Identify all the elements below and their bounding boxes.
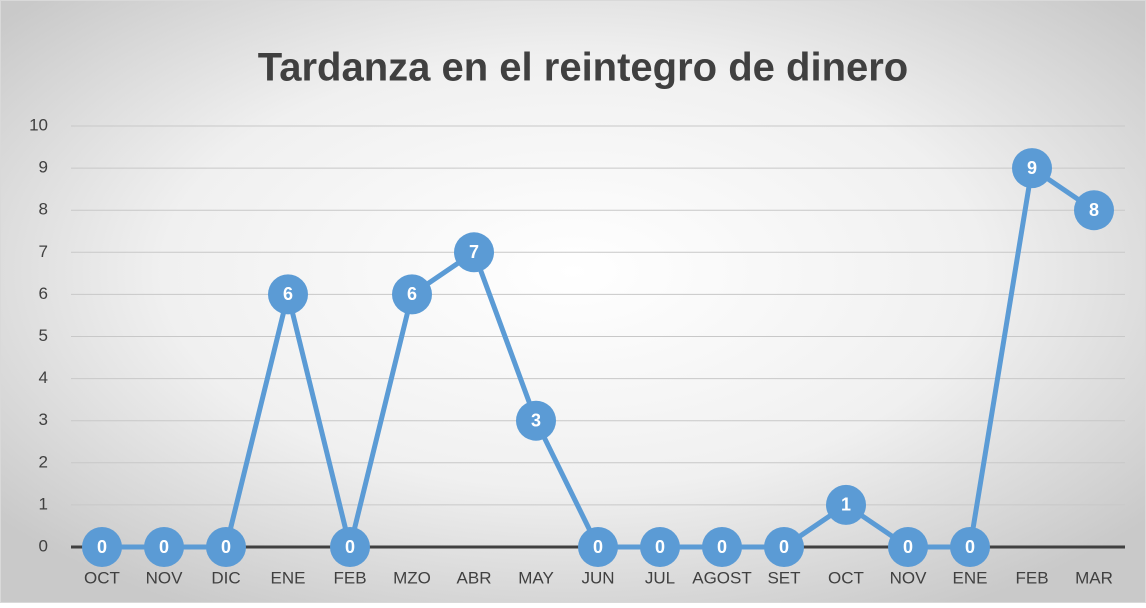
data-label: 0 xyxy=(97,537,107,557)
data-label: 3 xyxy=(531,410,541,430)
marker xyxy=(764,527,804,567)
marker xyxy=(516,400,556,441)
x-tick-label: MAR xyxy=(1075,568,1113,587)
marker xyxy=(578,527,618,567)
x-tick-label: ENE xyxy=(271,568,306,587)
data-label: 0 xyxy=(593,537,603,557)
x-tick-label: MZO xyxy=(393,568,431,587)
data-label: 6 xyxy=(407,284,417,304)
data-label: 9 xyxy=(1027,158,1037,178)
y-tick-label: 4 xyxy=(39,368,48,387)
data-label: 0 xyxy=(345,537,355,557)
y-tick-label: 5 xyxy=(39,326,48,345)
data-label: 6 xyxy=(283,284,293,304)
marker xyxy=(454,232,494,273)
y-tick-label: 3 xyxy=(39,410,48,429)
data-label: 0 xyxy=(965,537,975,557)
data-label: 8 xyxy=(1089,200,1099,220)
marker xyxy=(826,484,866,525)
y-tick-label: 1 xyxy=(39,494,48,513)
x-tick-label: AGOST xyxy=(692,568,752,587)
marker xyxy=(206,527,246,567)
data-label: 0 xyxy=(903,537,913,557)
data-label: 0 xyxy=(779,537,789,557)
data-label: 0 xyxy=(655,537,665,557)
marker xyxy=(702,527,742,567)
x-tick-label: JUL xyxy=(645,568,675,587)
data-label: 0 xyxy=(221,537,231,557)
marker xyxy=(330,527,370,567)
x-tick-label: SET xyxy=(767,568,800,587)
y-tick-label: 9 xyxy=(39,158,48,177)
chart-title: Tardanza en el reintegro de dinero xyxy=(258,46,909,90)
x-tick-label: NOV xyxy=(146,568,184,587)
x-tick-label: OCT xyxy=(84,568,120,587)
marker xyxy=(144,527,184,567)
x-tick-label: MAY xyxy=(518,568,554,587)
marker xyxy=(950,527,990,567)
y-tick-label: 2 xyxy=(39,452,48,471)
y-tick-label: 8 xyxy=(39,200,48,219)
marker xyxy=(888,527,928,567)
x-tick-label: NOV xyxy=(890,568,928,587)
y-tick-label: 0 xyxy=(39,536,48,555)
y-tick-label: 7 xyxy=(39,242,48,261)
x-tick-label: ENE xyxy=(953,568,988,587)
marker xyxy=(1074,190,1114,231)
marker xyxy=(268,274,308,315)
x-tick-label: JUN xyxy=(581,568,614,587)
x-tick-label: FEB xyxy=(1015,568,1048,587)
marker xyxy=(640,527,680,567)
marker xyxy=(82,527,122,567)
x-tick-label: FEB xyxy=(333,568,366,587)
y-tick-label: 6 xyxy=(39,284,48,303)
marker xyxy=(1012,148,1052,189)
marker xyxy=(392,274,432,315)
data-label: 0 xyxy=(717,537,727,557)
y-tick-label: 10 xyxy=(29,115,48,134)
x-tick-label: DIC xyxy=(211,568,240,587)
data-label: 7 xyxy=(469,242,479,262)
data-label: 0 xyxy=(159,537,169,557)
x-tick-label: OCT xyxy=(828,568,864,587)
data-label: 1 xyxy=(841,495,851,515)
x-tick-label: ABR xyxy=(457,568,492,587)
